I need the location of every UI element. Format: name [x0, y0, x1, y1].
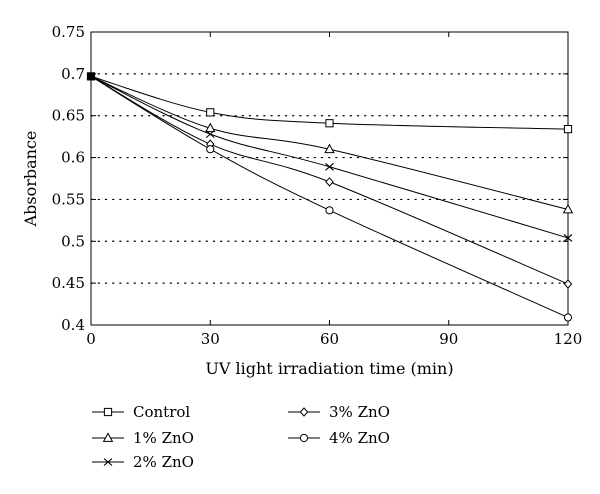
- series-line: [90, 75, 569, 210]
- legend-marker: [103, 458, 113, 466]
- x-axis-title: UV light irradiation time (min): [205, 359, 453, 378]
- y-tick-label: 0.7: [61, 65, 85, 83]
- legend-label: 4% ZnO: [329, 429, 390, 447]
- y-tick-label: 0.5: [61, 232, 85, 250]
- legend-marker: [103, 407, 113, 417]
- legend-marker: [299, 433, 309, 443]
- data-point: [325, 177, 334, 187]
- y-tick-label: 0.4: [61, 316, 85, 334]
- y-tick-label: 0.65: [52, 107, 85, 125]
- series-layer: [86, 72, 574, 322]
- data-point: [325, 206, 334, 215]
- data-point: [563, 125, 573, 134]
- data-point: [325, 162, 334, 171]
- series-line: [90, 75, 569, 285]
- data-point: [563, 234, 573, 242]
- y-tick-label: 0.55: [52, 190, 85, 208]
- legend-label: 1% ZnO: [133, 429, 194, 447]
- legend-marker: [299, 407, 309, 417]
- x-tick-label: 120: [554, 330, 583, 348]
- data-point: [563, 279, 573, 289]
- legend-item: 3% ZnO: [288, 403, 390, 421]
- data-point: [206, 145, 215, 154]
- series-3: [90, 75, 573, 289]
- legend-label: 2% ZnO: [133, 453, 194, 471]
- data-point: [205, 130, 215, 139]
- data-point: [206, 108, 215, 117]
- ticks-layer: 0.4 0.45 0.5 0.55 0.6 0.65 0.7 0.75 0 30 60 90 120: [52, 23, 583, 348]
- legend-item: 2% ZnO: [92, 453, 194, 471]
- series-4: [90, 75, 573, 322]
- data-point: [325, 119, 334, 128]
- series-2: [90, 75, 573, 242]
- data-point: [205, 122, 216, 133]
- legend-label: 3% ZnO: [329, 403, 390, 421]
- start-point: [86, 72, 96, 81]
- legend-item: 1% ZnO: [92, 429, 194, 447]
- legend-marker: [102, 432, 114, 442]
- series-line: [90, 75, 569, 318]
- series-line: [90, 75, 569, 239]
- series-line: [90, 75, 569, 130]
- series-0: [90, 75, 573, 134]
- grid-layer: [90, 73, 569, 284]
- y-tick-label: 0.75: [52, 23, 85, 41]
- data-point: [563, 313, 573, 322]
- y-tick-label: 0.6: [61, 149, 85, 167]
- x-tick-label: 30: [201, 330, 220, 348]
- y-axis-title: Absorbance: [21, 131, 40, 228]
- legend: Control 1% ZnO 2% ZnO 3% ZnO 4% ZnO: [92, 403, 390, 471]
- x-tick-label: 90: [439, 330, 458, 348]
- legend-item: 4% ZnO: [288, 429, 390, 447]
- x-tick-label: 0: [86, 330, 96, 348]
- legend-item: Control: [92, 403, 190, 421]
- data-point: [562, 203, 574, 214]
- data-point: [324, 143, 335, 154]
- series-1: [90, 75, 574, 214]
- y-tick-label: 0.45: [52, 274, 85, 292]
- x-tick-label: 60: [320, 330, 339, 348]
- legend-label: Control: [133, 403, 190, 421]
